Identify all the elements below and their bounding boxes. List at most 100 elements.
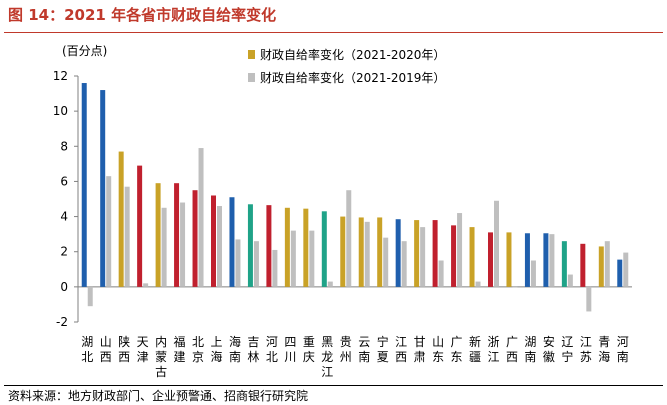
y-tick-label: 2 [60, 245, 68, 259]
x-tick-label: 山西 [100, 335, 112, 364]
x-tick-label: 黑龙江 [321, 335, 333, 379]
bar-2021-2019-10 [272, 249, 278, 287]
x-tick-label: 江苏 [580, 335, 592, 364]
bar-2021-2019-6 [198, 148, 204, 287]
bar-2021-2019-9 [253, 241, 259, 287]
bar-2021-2019-27 [586, 286, 592, 312]
bar-2021-2019-16 [383, 237, 389, 287]
x-tick-label: 江西 [395, 335, 407, 364]
x-tick-label: 内蒙古 [155, 335, 167, 379]
bar-2021-2020-19 [432, 220, 438, 287]
x-tick-label: 重庆 [303, 335, 315, 364]
bar-2021-2019-13 [327, 281, 333, 287]
bar-2021-2020-11 [284, 207, 290, 287]
x-tick-label: 天津 [137, 335, 149, 364]
bar-2021-2020-17 [395, 219, 401, 287]
bar-2021-2020-26 [561, 241, 567, 287]
bar-2021-2019-21 [475, 281, 481, 287]
bar-2021-2019-28 [604, 241, 610, 287]
x-tick-label: 安徽 [543, 334, 555, 364]
bar-2021-2020-3 [137, 165, 143, 287]
bar-2021-2020-5 [174, 183, 180, 287]
bar-2021-2019-8 [235, 239, 241, 287]
bar-2021-2020-18 [414, 220, 420, 287]
bar-2021-2019-2 [124, 186, 130, 287]
bar-2021-2019-19 [438, 260, 444, 287]
bar-2021-2019-1 [106, 176, 112, 287]
bar-2021-2019-5 [180, 202, 186, 287]
bar-2021-2020-28 [598, 246, 604, 287]
x-tick-label: 北京 [192, 335, 204, 364]
legend-swatch-2021-2019 [248, 73, 255, 82]
chart-legend: 财政自给率变化（2021-2020年） 财政自给率变化（2021-2019年） [248, 47, 445, 85]
bar-2021-2019-20 [457, 213, 463, 287]
x-tick-label: 广西 [506, 335, 518, 364]
x-tick-label: 湖南 [524, 334, 536, 364]
bar-2021-2019-14 [346, 190, 352, 287]
x-tick-label: 陕西 [118, 334, 130, 364]
bar-2021-2020-15 [358, 217, 364, 287]
bar-2021-2019-25 [549, 234, 555, 287]
x-tick-label: 河南 [617, 335, 629, 364]
bar-2021-2020-25 [543, 233, 549, 287]
x-tick-label: 浙江 [487, 335, 499, 364]
bar-2021-2019-7 [217, 206, 222, 287]
bar-2021-2019-23 [512, 286, 518, 288]
y-tick-label: 4 [60, 210, 68, 224]
bar-2021-2019-24 [530, 260, 536, 287]
y-axis-label: (百分点) [62, 44, 107, 58]
bar-2021-2019-26 [567, 274, 573, 287]
x-tick-label: 贵州 [340, 335, 352, 364]
bar-2021-2019-12 [309, 230, 315, 287]
bar-2021-2020-24 [524, 233, 530, 287]
bar-2021-2019-18 [420, 227, 426, 287]
x-tick-label: 湖北 [81, 334, 93, 364]
x-tick-label: 新疆 [469, 334, 481, 364]
y-tick-label: -2 [56, 315, 68, 329]
bar-2021-2019-3 [143, 283, 149, 287]
bar-2021-2019-17 [401, 241, 407, 287]
bar-2021-2020-10 [266, 205, 272, 287]
bar-2021-2020-1 [100, 90, 106, 287]
bar-2021-2020-23 [506, 232, 512, 287]
bars-group [81, 83, 629, 312]
title-divider [4, 32, 663, 33]
x-tick-label: 广东 [451, 335, 463, 364]
x-tick-label: 河北 [266, 335, 278, 364]
y-tick-label: 6 [60, 174, 68, 188]
bar-2021-2020-27 [580, 243, 586, 287]
x-tick-label: 山东 [432, 335, 444, 364]
x-tick-label: 辽宁 [561, 335, 573, 364]
bar-2021-2020-13 [321, 211, 327, 287]
source-note: 资料来源：地方财政部门、企业预警通、招商银行研究院 [8, 389, 309, 403]
bar-2021-2019-11 [290, 230, 296, 287]
bar-2021-2020-20 [451, 225, 457, 287]
y-tick-label: 10 [53, 104, 68, 118]
y-axis: -2 0 2 4 6 8 10 12 [53, 69, 632, 329]
bar-2021-2020-4 [155, 183, 161, 287]
bar-2021-2019-29 [623, 252, 629, 287]
x-axis-labels: 湖北山西陕西天津内蒙古福建北京上海海南吉林河北四川重庆黑龙江贵州云南宁夏江西甘肃… [81, 334, 629, 379]
legend-label-2021-2019: 财政自给率变化（2021-2019年） [260, 70, 445, 85]
x-tick-label: 云南 [358, 335, 370, 364]
bar-2021-2020-2 [118, 151, 124, 287]
y-tick-label: 12 [53, 69, 68, 83]
y-tick-label: 8 [60, 139, 68, 153]
bar-2021-2020-22 [488, 232, 493, 287]
x-tick-label: 甘肃 [414, 335, 426, 364]
bar-2021-2020-6 [192, 190, 198, 287]
bar-2021-2020-14 [340, 216, 346, 287]
x-tick-label: 宁夏 [377, 334, 389, 364]
bar-2021-2019-0 [87, 286, 93, 307]
bar-2021-2019-15 [364, 221, 370, 287]
bar-2021-2020-29 [617, 259, 623, 287]
x-tick-label: 上海 [210, 335, 222, 364]
x-tick-label: 四川 [284, 335, 296, 364]
y-tick-label: 0 [60, 280, 68, 294]
bar-2021-2020-12 [303, 208, 309, 287]
bar-2021-2020-9 [247, 204, 253, 287]
bar-chart: (百分点) 财政自给率变化（2021-2020年）财政自给率变化（2021-20… [53, 44, 632, 379]
x-tick-label: 海南 [229, 334, 241, 364]
x-tick-label: 青海 [598, 335, 610, 364]
bar-2021-2020-21 [469, 227, 475, 287]
